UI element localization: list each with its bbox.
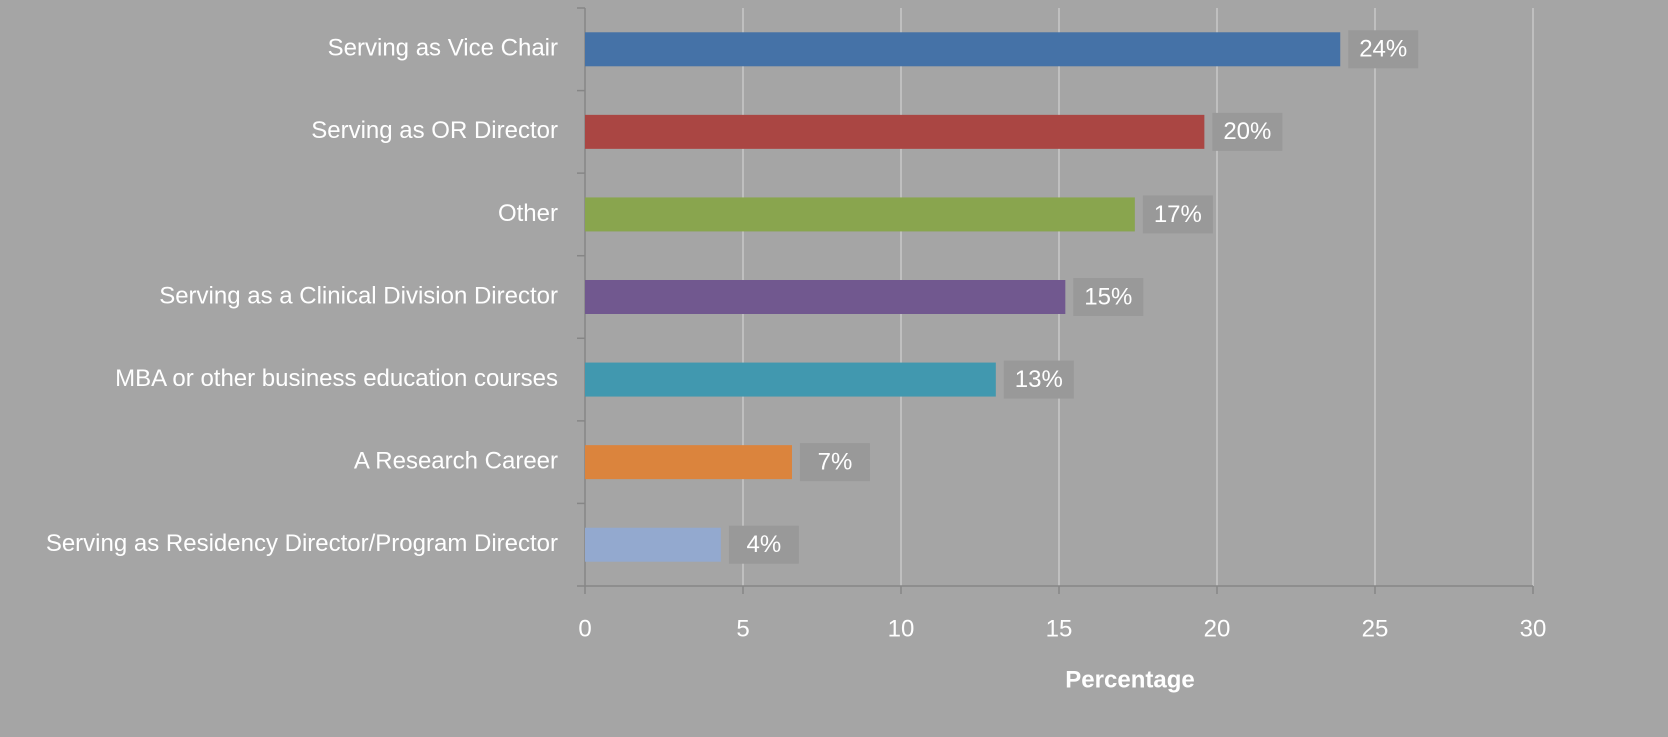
value-label-box bbox=[799, 443, 870, 482]
value-label: 17% bbox=[1154, 201, 1202, 228]
bar bbox=[585, 114, 1205, 149]
value-label: 7% bbox=[818, 448, 853, 475]
x-tick-label: 10 bbox=[888, 615, 915, 642]
x-tick-label: 20 bbox=[1204, 615, 1231, 642]
x-tick-label: 25 bbox=[1362, 615, 1389, 642]
value-label-box bbox=[728, 525, 799, 564]
value-label-box bbox=[1348, 30, 1419, 69]
bar bbox=[585, 280, 1066, 314]
bar bbox=[585, 445, 792, 480]
bar bbox=[585, 32, 1341, 67]
bar bbox=[585, 197, 1135, 232]
y-tick-label: MBA or other business education courses bbox=[115, 365, 558, 392]
bar bbox=[585, 362, 996, 397]
value-label-box bbox=[1003, 360, 1074, 399]
y-tick-label: A Research Career bbox=[354, 447, 558, 474]
value-label: 20% bbox=[1223, 118, 1271, 145]
y-tick-label: Serving as OR Director bbox=[311, 117, 558, 144]
x-tick-label: 0 bbox=[578, 615, 591, 642]
x-tick-label: 30 bbox=[1520, 615, 1547, 642]
value-label: 15% bbox=[1084, 283, 1132, 310]
value-label: 24% bbox=[1359, 36, 1407, 63]
value-label-box bbox=[1073, 278, 1144, 316]
x-axis-title: Percentage bbox=[1065, 666, 1194, 693]
x-tick-label: 15 bbox=[1046, 615, 1073, 642]
y-tick-label: Other bbox=[498, 200, 558, 227]
value-label: 13% bbox=[1015, 366, 1063, 393]
bar bbox=[585, 527, 721, 562]
y-tick-label: Serving as Residency Director/Program Di… bbox=[46, 530, 558, 557]
x-tick-label: 5 bbox=[736, 615, 749, 642]
y-tick-label: Serving as a Clinical Division Director bbox=[159, 282, 558, 309]
value-label-box bbox=[1142, 195, 1213, 234]
value-label-box bbox=[1212, 112, 1283, 151]
value-label: 4% bbox=[747, 531, 782, 558]
y-tick-label: Serving as Vice Chair bbox=[328, 35, 558, 62]
